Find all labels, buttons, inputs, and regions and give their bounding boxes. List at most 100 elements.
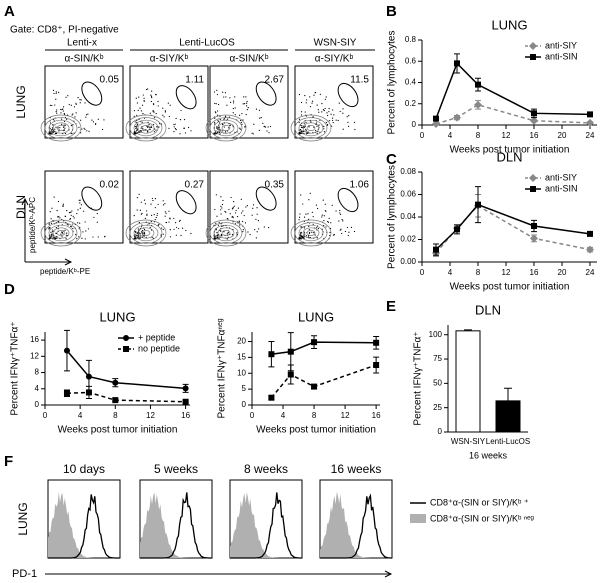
- flow-event: [245, 113, 247, 116]
- y-tick-label: 50: [433, 378, 442, 387]
- y-axis-label: Percent IFNγ⁺TNFαⁿᵉᵍ: [217, 318, 228, 418]
- flow-event: [232, 217, 234, 219]
- flow-event: [321, 111, 323, 113]
- flow-event: [155, 129, 157, 131]
- flow-event: [145, 236, 147, 238]
- flow-event: [266, 130, 268, 132]
- y-tick-label: 0.4: [405, 78, 417, 87]
- marker: [268, 351, 275, 358]
- flow-event: [308, 225, 310, 227]
- time-label: 16 weeks: [331, 462, 382, 476]
- flow-event: [80, 119, 82, 121]
- flow-event: [224, 210, 226, 213]
- flow-event: [50, 133, 52, 135]
- flow-event: [215, 112, 217, 114]
- flow-gate: [337, 187, 359, 213]
- flow-event: [327, 221, 330, 223]
- x-tick-label: 4: [78, 411, 83, 420]
- flow-event: [168, 221, 170, 223]
- flow-event: [305, 128, 307, 130]
- flow-event: [153, 117, 156, 119]
- flow-event: [341, 232, 343, 235]
- flow-event: [240, 128, 242, 130]
- flow-event: [215, 130, 217, 132]
- flow-event: [230, 196, 232, 199]
- flow-contour: [125, 219, 167, 247]
- marker: [531, 223, 537, 229]
- flow-event: [147, 126, 149, 128]
- flow-event: [220, 230, 222, 232]
- flow-event: [96, 212, 98, 215]
- x-tick-label: 0: [250, 411, 255, 420]
- flow-event: [87, 113, 89, 115]
- positive-histogram: [230, 492, 302, 559]
- flow-event: [344, 230, 347, 233]
- flow-event: [49, 104, 51, 106]
- flow-event: [227, 118, 229, 120]
- flow-event: [216, 126, 218, 128]
- flow-event: [134, 237, 136, 240]
- x-axis-label: PD-1: [12, 568, 37, 580]
- flow-event: [70, 211, 72, 213]
- flow-event: [311, 211, 313, 213]
- flow-event: [217, 224, 220, 226]
- legend-swatch: [410, 514, 426, 523]
- flow-event: [220, 196, 222, 198]
- flow-contour: [44, 117, 78, 139]
- flow-event: [238, 220, 240, 222]
- flow-event: [213, 132, 215, 134]
- flow-event: [313, 126, 315, 128]
- flow-event: [217, 103, 220, 106]
- flow-event: [56, 112, 58, 114]
- flow-event: [153, 131, 155, 133]
- flow-event: [226, 217, 228, 220]
- flow-event: [75, 112, 77, 114]
- flow-event: [330, 125, 333, 127]
- flow-event: [214, 132, 216, 134]
- flow-event: [348, 231, 350, 233]
- flow-event: [242, 229, 244, 231]
- flow-event: [65, 238, 67, 240]
- flow-event: [216, 114, 219, 116]
- marker: [530, 116, 538, 125]
- flow-event: [322, 109, 325, 111]
- flow-event: [168, 127, 170, 129]
- flow-event: [50, 218, 52, 220]
- flow-event: [138, 96, 140, 98]
- marker: [454, 226, 460, 233]
- flow-event: [150, 95, 153, 97]
- flow-event: [62, 108, 64, 110]
- flow-contour: [221, 230, 231, 236]
- flow-event: [226, 233, 228, 235]
- panel-label: D: [4, 281, 15, 298]
- flow-event: [143, 97, 145, 99]
- flow-event: [353, 121, 356, 123]
- flow-event: [62, 233, 64, 235]
- flow-event: [158, 126, 160, 128]
- flow-event: [75, 234, 77, 236]
- legend-label: CD8⁺α-(SIN or SIY)/Kᵇ ⁿᵉᵍ: [430, 513, 534, 523]
- flow-event: [50, 237, 52, 239]
- flow-event: [323, 215, 325, 217]
- flow-event: [190, 232, 192, 235]
- flow-contour: [40, 114, 82, 142]
- flow-event: [330, 113, 332, 115]
- flow-event: [229, 124, 232, 126]
- flow-event: [66, 232, 68, 234]
- flow-contour: [137, 122, 155, 134]
- flow-event: [338, 220, 340, 222]
- flow-event: [215, 222, 217, 224]
- flow-event: [79, 99, 81, 101]
- flow-event: [219, 133, 221, 135]
- flow-event: [54, 238, 56, 240]
- flow-event: [62, 205, 65, 207]
- flow-event: [232, 221, 234, 223]
- flow-event: [316, 207, 319, 210]
- flow-contour: [52, 122, 70, 134]
- flow-event: [217, 236, 219, 238]
- flow-event: [229, 213, 231, 215]
- y-tick-label: 4: [35, 384, 40, 393]
- flow-event: [268, 132, 270, 134]
- flow-event: [324, 203, 326, 205]
